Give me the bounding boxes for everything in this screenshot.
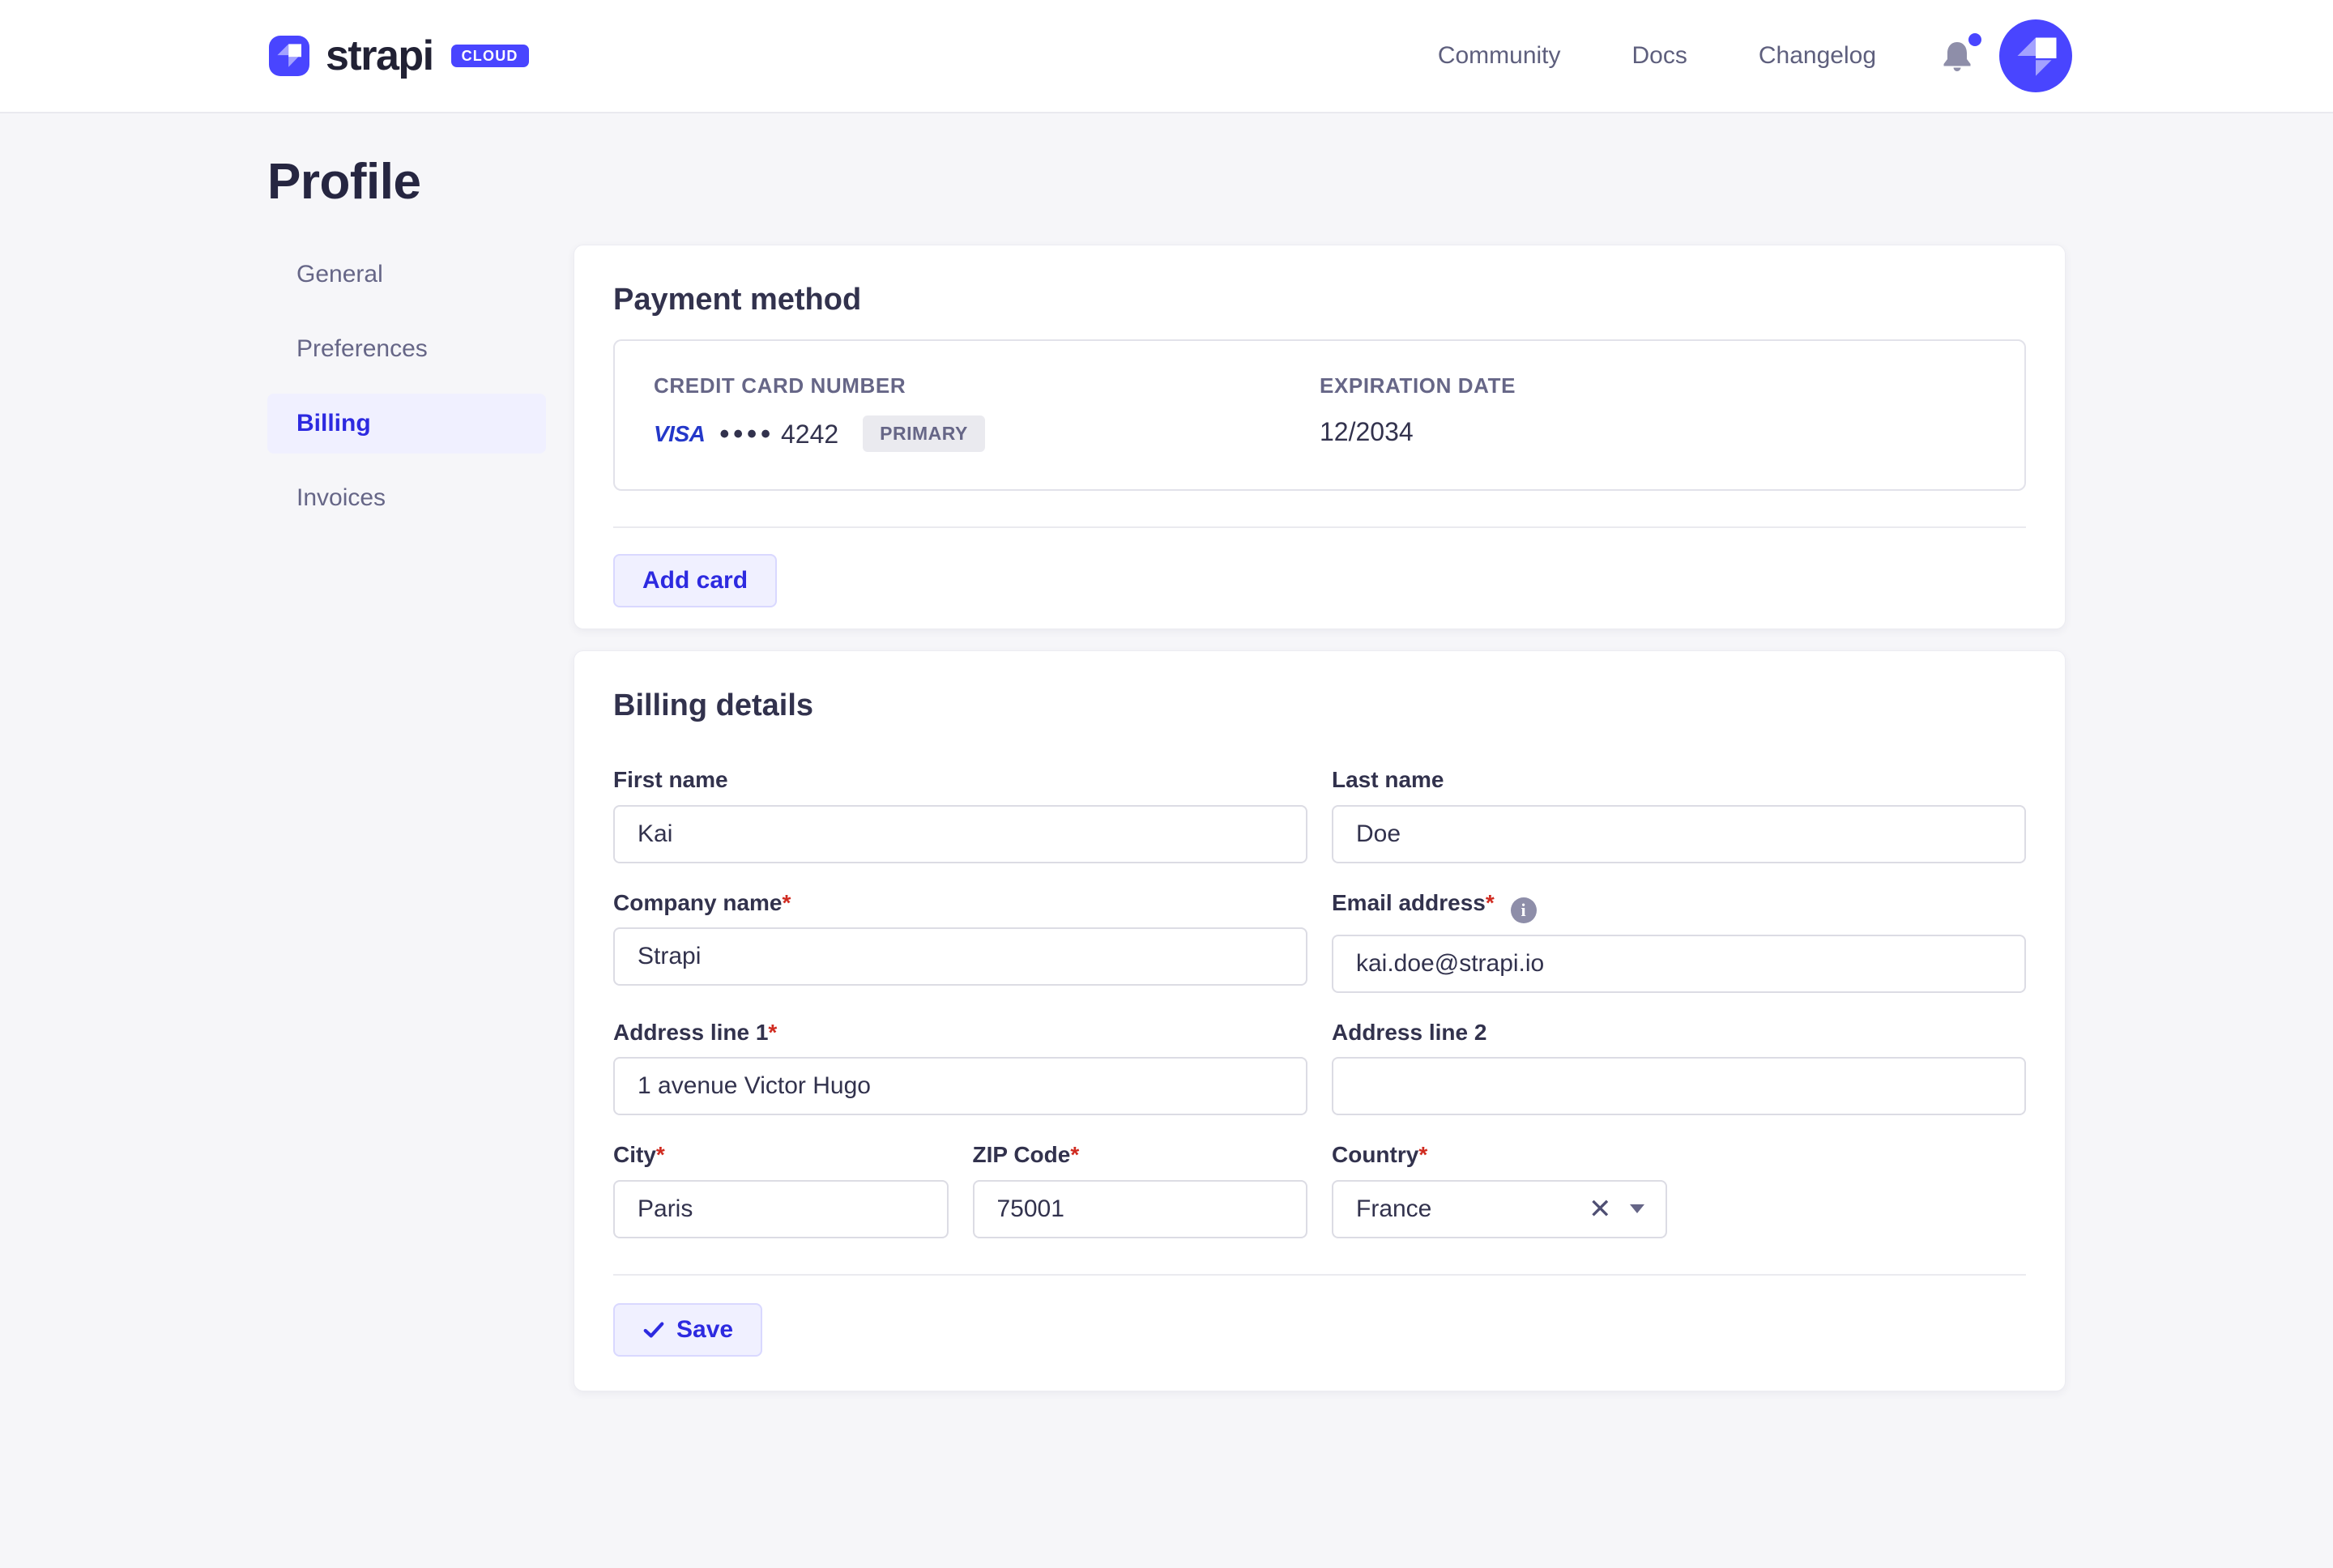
expiration-col: EXPIRATION DATE 12/2034 bbox=[1320, 375, 1985, 452]
visa-logo: VISA bbox=[654, 420, 706, 446]
last-name-label: Last name bbox=[1332, 767, 1444, 792]
city-input[interactable] bbox=[613, 1179, 949, 1238]
check-icon bbox=[643, 1322, 664, 1338]
required-mark: * bbox=[768, 1019, 778, 1045]
billing-details-title: Billing details bbox=[613, 688, 814, 722]
masked-digits: •••• bbox=[719, 418, 774, 450]
field-email-address: Email address* i bbox=[1332, 889, 2026, 993]
brand-wordmark: strapi bbox=[326, 32, 434, 79]
top-nav: strapi CLOUD Community Docs Changelog bbox=[0, 0, 2333, 113]
country-value: France bbox=[1356, 1195, 1432, 1222]
company-name-input[interactable] bbox=[613, 927, 1307, 986]
zip-code-input[interactable] bbox=[972, 1179, 1307, 1238]
save-button-label: Save bbox=[676, 1315, 734, 1343]
payment-method-card: Payment method CREDIT CARD NUMBER VISA •… bbox=[574, 245, 2066, 629]
header-nav: Community Docs Changelog bbox=[1367, 19, 2072, 92]
payment-method-title: Payment method bbox=[613, 283, 862, 317]
nav-changelog[interactable]: Changelog bbox=[1758, 42, 1876, 69]
clear-icon[interactable]: ✕ bbox=[1589, 1193, 1612, 1225]
required-mark: * bbox=[1485, 889, 1495, 915]
address-line-2-label: Address line 2 bbox=[1332, 1019, 1487, 1045]
credit-card-summary: CREDIT CARD NUMBER VISA •••• 4242 PRIMAR… bbox=[613, 339, 2026, 491]
field-first-name: First name bbox=[613, 766, 1307, 863]
expiration-date-label: EXPIRATION DATE bbox=[1320, 373, 1516, 398]
address-line-1-label: Address line 1 bbox=[613, 1019, 769, 1045]
info-icon[interactable]: i bbox=[1510, 897, 1537, 923]
email-address-input[interactable] bbox=[1332, 934, 2026, 993]
field-address-line-2: Address line 2 bbox=[1332, 1019, 2026, 1116]
bell-icon bbox=[1941, 38, 1977, 74]
expiration-date-value: 12/2034 bbox=[1320, 417, 1414, 446]
country-label: Country bbox=[1332, 1142, 1419, 1168]
strapi-home-link[interactable]: strapi CLOUD bbox=[269, 32, 529, 80]
save-button[interactable]: Save bbox=[613, 1302, 763, 1357]
page-title: Profile bbox=[267, 154, 421, 210]
field-country: Country* France ✕ bbox=[1332, 1141, 1667, 1238]
main-content: Profile General Preferences Billing Invo… bbox=[0, 157, 2333, 1391]
chevron-down-icon[interactable] bbox=[1629, 1204, 1644, 1214]
first-name-input[interactable] bbox=[613, 804, 1307, 863]
payment-divider bbox=[613, 526, 2026, 528]
last-name-input[interactable] bbox=[1332, 804, 2026, 863]
billing-form: First name Last name Company name* bbox=[613, 766, 2026, 1238]
strapi-avatar-icon bbox=[1999, 19, 2072, 92]
avatar[interactable] bbox=[1999, 19, 2072, 92]
sidebar-item-general[interactable]: General bbox=[296, 261, 383, 288]
field-zip-code: ZIP Code* bbox=[972, 1141, 1307, 1238]
field-address-line-1: Address line 1* bbox=[613, 1019, 1307, 1116]
email-address-label: Email address bbox=[1332, 889, 1486, 915]
required-mark: * bbox=[1070, 1142, 1080, 1168]
field-last-name: Last name bbox=[1332, 766, 2026, 863]
nav-docs[interactable]: Docs bbox=[1631, 42, 1687, 69]
nav-community[interactable]: Community bbox=[1437, 42, 1561, 69]
card-last4: 4242 bbox=[780, 419, 839, 449]
credit-card-number-label: CREDIT CARD NUMBER bbox=[654, 373, 906, 398]
field-company-name: Company name* bbox=[613, 889, 1307, 993]
strapi-logo-icon bbox=[269, 36, 309, 76]
address-line-1-input[interactable] bbox=[613, 1057, 1307, 1116]
add-card-button[interactable]: Add card bbox=[613, 554, 778, 607]
required-mark: * bbox=[782, 889, 791, 915]
primary-badge: PRIMARY bbox=[863, 415, 985, 452]
required-mark: * bbox=[1418, 1142, 1428, 1168]
city-label: City bbox=[613, 1142, 656, 1168]
billing-divider bbox=[613, 1273, 2026, 1276]
notification-dot bbox=[1968, 33, 1981, 46]
billing-panel: Payment method CREDIT CARD NUMBER VISA •… bbox=[574, 245, 2066, 1391]
required-mark: * bbox=[655, 1142, 665, 1168]
billing-details-card: Billing details First name Last name bbox=[574, 650, 2066, 1391]
company-name-label: Company name bbox=[613, 889, 783, 915]
address-line-2-input[interactable] bbox=[1332, 1057, 2026, 1116]
sidebar-item-invoices[interactable]: Invoices bbox=[296, 484, 386, 511]
notifications-button[interactable] bbox=[1941, 33, 1981, 75]
credit-card-number-col: CREDIT CARD NUMBER VISA •••• 4242 PRIMAR… bbox=[654, 375, 1320, 452]
country-combobox[interactable]: France ✕ bbox=[1332, 1179, 1667, 1238]
profile-sidebar: General Preferences Billing Invoices bbox=[267, 245, 546, 543]
sidebar-item-preferences[interactable]: Preferences bbox=[296, 335, 428, 362]
cloud-badge: CLOUD bbox=[450, 45, 529, 67]
first-name-label: First name bbox=[613, 767, 728, 792]
field-city: City* bbox=[613, 1141, 949, 1238]
sidebar-item-billing[interactable]: Billing bbox=[267, 394, 546, 454]
zip-code-label: ZIP Code bbox=[972, 1142, 1071, 1168]
